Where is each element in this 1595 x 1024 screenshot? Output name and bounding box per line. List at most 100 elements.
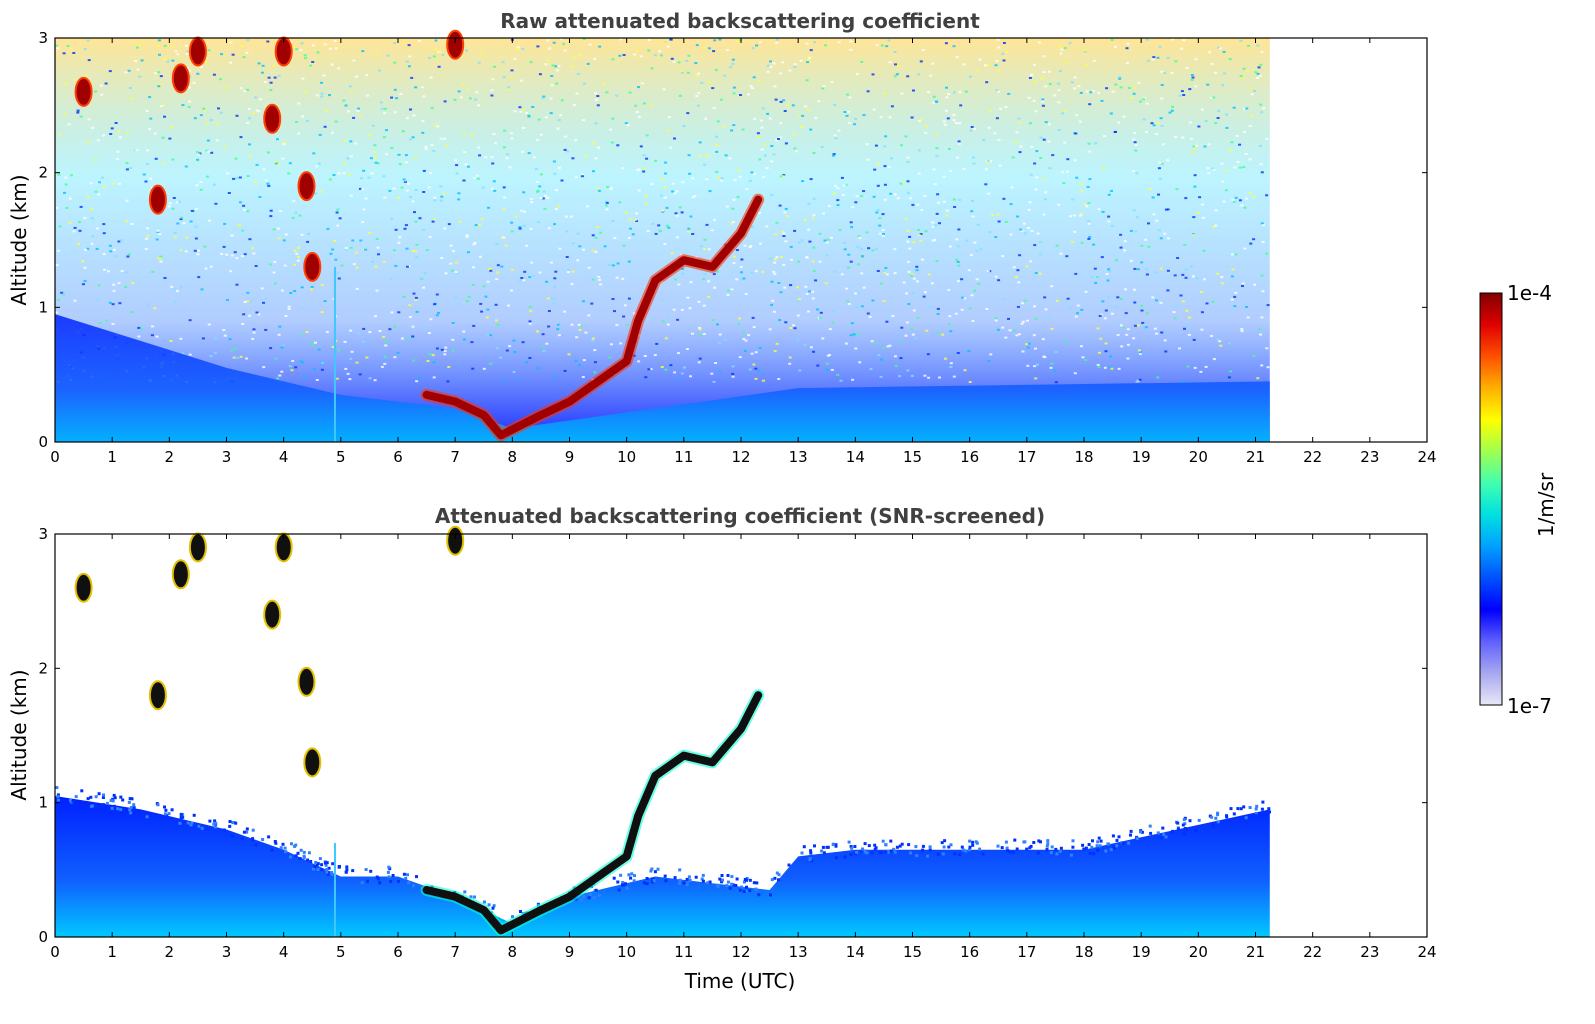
x-tick-label: 23 — [1360, 448, 1379, 466]
x-tick-label: 2 — [165, 448, 175, 466]
x-tick-label: 8 — [508, 943, 518, 961]
panel-raw-x-axis: 0 1 2 3 4 5 6 7 8 9 10 11 12 13 14 15 16 17 18 19 20 21 22 23 24 — [50, 38, 1437, 466]
y-tick-label: 1 — [38, 298, 48, 316]
x-tick-label: 5 — [336, 943, 346, 961]
panel-raw-plot-area — [55, 29, 1270, 442]
x-tick-label: 14 — [846, 943, 865, 961]
x-tick-label: 13 — [789, 943, 808, 961]
x-tick-label: 17 — [1017, 943, 1036, 961]
x-tick-label: 1 — [107, 448, 117, 466]
panel-screened-plot-area — [55, 525, 1271, 937]
cloud-patch — [297, 171, 316, 202]
panel-screened-y-label: Altitude (km) — [7, 669, 31, 800]
x-tick-label: 24 — [1417, 448, 1436, 466]
y-tick-label: 1 — [38, 794, 48, 812]
colorbar-gradient — [1479, 292, 1503, 706]
cloud-base-trace — [422, 195, 763, 440]
x-tick-label: 12 — [731, 943, 750, 961]
x-tick-label: 6 — [393, 943, 403, 961]
panel-screened-x-label: Time (UTC) — [684, 969, 796, 993]
panel-screened-x-axis: 0 1 2 3 4 5 6 7 8 9 10 11 12 13 14 15 16 17 18 19 20 21 22 23 24 — [50, 534, 1437, 961]
x-tick-label: 13 — [789, 448, 808, 466]
x-tick-label: 11 — [674, 943, 693, 961]
x-tick-label: 10 — [617, 448, 636, 466]
spike — [333, 266, 336, 442]
cloud-patch — [148, 184, 167, 215]
x-tick-label: 19 — [1132, 448, 1151, 466]
x-tick-label: 12 — [731, 448, 750, 466]
x-tick-label: 22 — [1303, 448, 1322, 466]
y-tick-label: 2 — [38, 164, 48, 182]
x-tick-label: 7 — [450, 448, 460, 466]
x-tick-label: 9 — [565, 448, 575, 466]
cloud-patch — [297, 666, 316, 697]
x-tick-label: 19 — [1132, 943, 1151, 961]
y-tick-label: 2 — [38, 659, 48, 677]
signal-noise-field — [55, 38, 1270, 442]
cloud-patch — [303, 251, 322, 282]
cloud-patch — [303, 747, 322, 778]
x-tick-label: 3 — [222, 943, 232, 961]
colorbar-min-label: 1e-7 — [1507, 694, 1552, 718]
cloud-patch — [171, 63, 190, 94]
x-tick-label: 10 — [617, 943, 636, 961]
x-tick-label: 8 — [508, 448, 518, 466]
x-tick-label: 0 — [50, 448, 60, 466]
x-tick-label: 9 — [565, 943, 575, 961]
cloud-patch — [446, 525, 465, 556]
cloud-patch — [74, 572, 93, 603]
x-tick-label: 18 — [1074, 943, 1093, 961]
x-tick-label: 21 — [1246, 448, 1265, 466]
panel-screened-y-axis: 0 1 2 3 — [38, 525, 1427, 946]
x-tick-label: 20 — [1189, 448, 1208, 466]
cloud-patch — [74, 76, 93, 107]
x-tick-label: 20 — [1189, 943, 1208, 961]
cloud-patch — [263, 103, 282, 134]
x-tick-label: 23 — [1360, 943, 1379, 961]
aerosol-layer — [55, 314, 1270, 442]
cloud-patch — [148, 680, 167, 711]
x-tick-label: 1 — [107, 943, 117, 961]
x-tick-label: 7 — [450, 943, 460, 961]
x-tick-label: 24 — [1417, 943, 1436, 961]
cloud-base-trace — [422, 691, 763, 935]
x-tick-label: 16 — [960, 943, 979, 961]
x-tick-label: 4 — [279, 943, 289, 961]
colorbar-unit-label: 1/m/sr — [1534, 472, 1558, 537]
x-tick-label: 3 — [222, 448, 232, 466]
x-tick-label: 15 — [903, 448, 922, 466]
x-tick-label: 14 — [846, 448, 865, 466]
y-tick-label: 0 — [38, 928, 48, 946]
cloud-patch — [188, 532, 207, 563]
panel-screened-title: Attenuated backscattering coefficient (S… — [435, 504, 1045, 528]
y-tick-label: 3 — [38, 525, 48, 543]
spike — [333, 842, 336, 937]
x-tick-label: 6 — [393, 448, 403, 466]
panel-raw-title: Raw attenuated backscattering coefficien… — [500, 9, 980, 33]
x-tick-label: 18 — [1074, 448, 1093, 466]
x-tick-label: 4 — [279, 448, 289, 466]
cloud-patch — [171, 559, 190, 590]
x-tick-label: 21 — [1246, 943, 1265, 961]
aerosol-layer-edge — [55, 786, 1271, 926]
panel-raw: Raw attenuated backscattering coefficien… — [7, 9, 1437, 466]
colorbar-max-label: 1e-4 — [1507, 281, 1552, 305]
cloud-patch — [446, 29, 465, 60]
x-tick-label: 16 — [960, 448, 979, 466]
y-tick-label: 0 — [38, 433, 48, 451]
cloud-patch — [188, 36, 207, 67]
aerosol-layer — [55, 796, 1270, 937]
y-tick-label: 3 — [38, 29, 48, 47]
x-tick-label: 11 — [674, 448, 693, 466]
x-tick-label: 22 — [1303, 943, 1322, 961]
x-tick-label: 17 — [1017, 448, 1036, 466]
panel-raw-y-label: Altitude (km) — [7, 174, 31, 305]
panel-raw-y-axis: 0 1 2 3 — [38, 29, 1427, 451]
x-tick-label: 5 — [336, 448, 346, 466]
x-tick-label: 0 — [50, 943, 60, 961]
cloud-patch — [263, 599, 282, 630]
colorbar: 1e-4 1e-7 1/m/sr — [1479, 281, 1558, 718]
x-tick-label: 2 — [165, 943, 175, 961]
